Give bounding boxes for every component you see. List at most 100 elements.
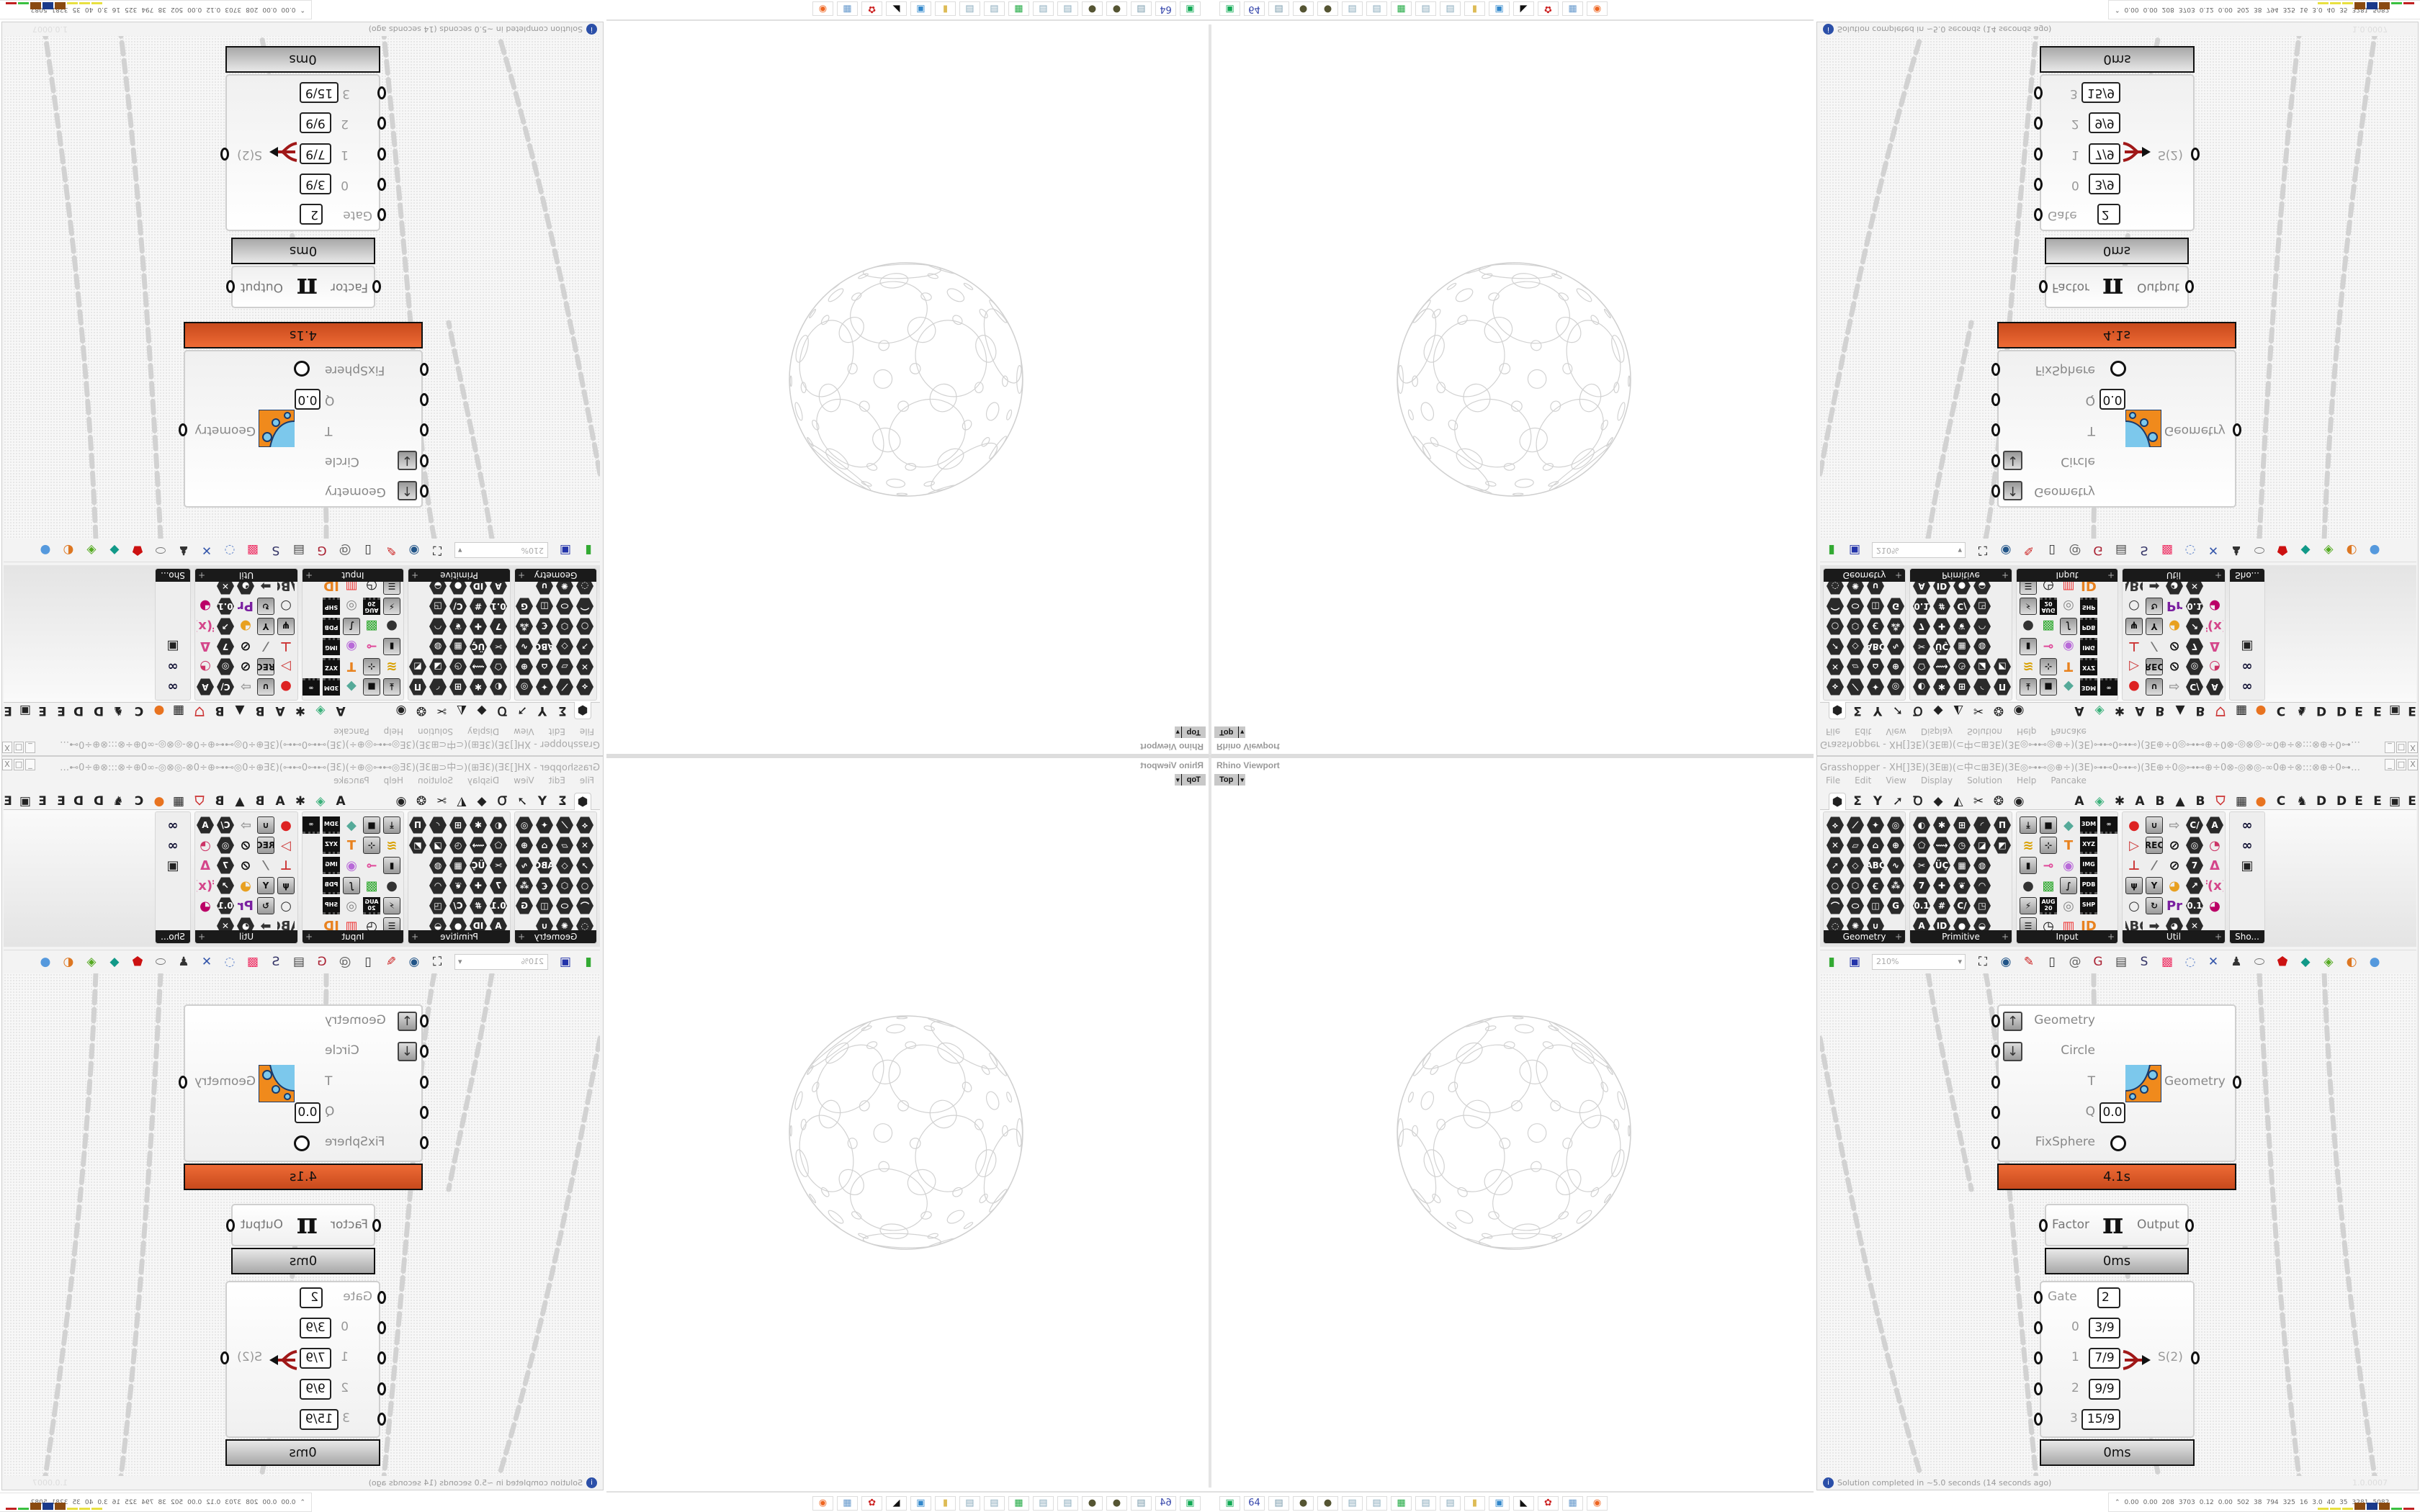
input-grip[interactable] [2039, 280, 2048, 293]
component-icon[interactable]: ◎ [346, 598, 357, 614]
component-icon[interactable]: A [197, 678, 214, 696]
tab-14[interactable]: B [255, 794, 265, 809]
tab-16[interactable]: B [2195, 794, 2205, 809]
component-icon[interactable]: SHP [2080, 897, 2097, 914]
gate-value[interactable]: 2 [300, 1287, 323, 1308]
toolbar-button[interactable]: ⬟ [132, 543, 143, 558]
component-icon[interactable]: ◷ [449, 837, 467, 854]
component-icon[interactable]: ⌒ [576, 598, 593, 615]
component-icon[interactable]: ◫ [1867, 598, 1884, 615]
component-icon[interactable]: ▩ [2042, 878, 2055, 894]
menu-item-pancake[interactable]: Pancake [333, 775, 369, 786]
pi-component[interactable]: Factor π Output [2039, 1204, 2194, 1246]
output-grip[interactable] [179, 1076, 187, 1089]
component-icon[interactable]: ⟿ [470, 837, 487, 854]
component-icon[interactable]: ∞ [2100, 678, 2118, 696]
component-icon[interactable]: ⊕ [1887, 837, 1904, 854]
component-icon[interactable]: ◩ [1994, 658, 2011, 675]
toolbar-button[interactable]: ✎ [2023, 954, 2035, 969]
component-icon[interactable]: ⬠ [1913, 837, 1930, 854]
component-icon[interactable]: ⁂ [516, 877, 533, 894]
stream-value[interactable]: 3/9 [2089, 1318, 2120, 1338]
component-icon[interactable]: ■ [363, 816, 380, 834]
component-icon[interactable]: ◕ [240, 618, 251, 634]
tab-22[interactable]: D [2316, 794, 2327, 809]
input-grip[interactable] [420, 1045, 429, 1058]
taskbar-app-icon[interactable]: ▤ [984, 1, 1005, 16]
component-icon[interactable]: ◪ [1973, 658, 1991, 675]
toolbar-button[interactable]: ● [40, 543, 51, 558]
toolbar-button[interactable]: ✕ [2208, 543, 2219, 558]
toolbar-button[interactable]: ▩ [2161, 543, 2174, 558]
component-icon[interactable]: ○ [2128, 898, 2140, 914]
taskbar-app-icon[interactable]: ▮ [935, 1, 956, 16]
toolbar-button[interactable]: @ [339, 954, 351, 969]
gate-value[interactable]: 2 [2097, 1287, 2120, 1308]
toolbar-button[interactable]: ⬟ [132, 954, 143, 969]
rhino-viewport-panel[interactable]: Rhino Viewport Top ▾ [1210, 24, 1814, 756]
tab-0[interactable]: ⬢ [1829, 793, 1846, 810]
maximize-button[interactable]: □ [2396, 759, 2406, 770]
view-dropdown[interactable]: Top ▾ [1214, 774, 1245, 786]
tab-23[interactable]: D [73, 794, 84, 809]
component-icon[interactable]: ◇ [1847, 638, 1864, 655]
taskbar-app-icon[interactable]: ▤ [1268, 1496, 1289, 1511]
component-icon[interactable]: ▷ [281, 837, 291, 853]
component-icon[interactable]: ● [280, 817, 292, 833]
component-icon[interactable]: ◉ [2063, 639, 2074, 654]
component-icon[interactable]: ABC [536, 638, 553, 655]
expand-panel-icon[interactable]: + [1894, 932, 1902, 942]
panel-label[interactable]: Input + [2017, 569, 2118, 582]
input-grip[interactable] [377, 86, 386, 99]
expand-panel-icon[interactable]: + [2107, 932, 2115, 942]
component-icon[interactable]: C/ [449, 598, 467, 615]
component-icon[interactable]: ✺ [1847, 917, 1864, 935]
component-icon[interactable]: ∞ [167, 679, 179, 695]
taskbar-app-icon[interactable]: ▣ [1489, 1496, 1510, 1511]
component-icon[interactable]: 7 [490, 877, 507, 894]
component-icon[interactable]: ◆ [2063, 817, 2074, 833]
taskbar-app-icon[interactable]: ▣ [1180, 1, 1201, 16]
tab-5[interactable]: ◆ [1933, 703, 1943, 718]
input-grip[interactable] [2034, 86, 2043, 99]
panel-label[interactable]: Primitive + [408, 569, 510, 582]
toolbar-button[interactable]: ▮ [1828, 543, 1835, 558]
component-icon[interactable]: 3DM [323, 678, 340, 696]
component-icon[interactable]: ○ [576, 618, 593, 635]
component-icon[interactable]: AUG 20 [2040, 897, 2057, 914]
toolbar-button[interactable]: ◉ [408, 954, 420, 969]
tab-3[interactable]: ➚ [1892, 794, 1904, 809]
component-icon[interactable]: ◍ [429, 857, 447, 874]
input-grip[interactable] [377, 1321, 386, 1334]
taskbar-app-icon[interactable]: ● [1317, 1, 1338, 16]
tab-15[interactable]: ▲ [2175, 794, 2185, 809]
component-icon[interactable]: ▣ [166, 639, 179, 654]
taskbar-app-icon[interactable]: ▤ [1131, 1, 1152, 16]
tab-18[interactable]: ▦ [2235, 794, 2248, 809]
component-icon[interactable]: ÜÇ [1933, 638, 1950, 655]
tab-5[interactable]: ◆ [477, 703, 487, 718]
taskbar-app-icon[interactable]: ◉ [1587, 1, 1608, 16]
taskbar-app-icon[interactable]: ▤ [1415, 1, 1436, 16]
component-icon[interactable]: ⇨ [2169, 679, 2180, 695]
tab-16[interactable]: B [215, 703, 225, 718]
component-icon[interactable]: 7 [217, 638, 234, 655]
taskbar-app-icon[interactable]: ▣ [1489, 1, 1510, 16]
input-grip[interactable] [2034, 148, 2043, 161]
q-value[interactable]: 0.0 [295, 1102, 321, 1123]
component-icon[interactable]: T [2063, 837, 2074, 853]
component-icon[interactable]: # [1933, 598, 1950, 615]
menu-item-edit[interactable]: Edit [548, 726, 565, 737]
toolbar-button[interactable]: ▣ [559, 954, 572, 969]
component-icon[interactable]: ⌒ [1827, 598, 1844, 615]
tab-15[interactable]: ▲ [235, 703, 245, 718]
component-icon[interactable]: ∿ [516, 857, 533, 874]
component-icon[interactable]: ❦ [449, 877, 467, 894]
component-icon[interactable]: ⚡ [383, 598, 400, 615]
taskbar-app-icon[interactable]: ▦ [1391, 1, 1412, 16]
component-icon[interactable]: T [346, 659, 357, 675]
component-icon[interactable]: ◆ [2063, 679, 2074, 695]
tab-24[interactable]: E [2354, 794, 2363, 809]
stream-filter-component[interactable]: Gate 2 0 3/9 1 7/9 2 9/9 3 15/9 S(2) [2034, 1281, 2200, 1438]
component-icon[interactable]: ◉ [346, 639, 357, 654]
